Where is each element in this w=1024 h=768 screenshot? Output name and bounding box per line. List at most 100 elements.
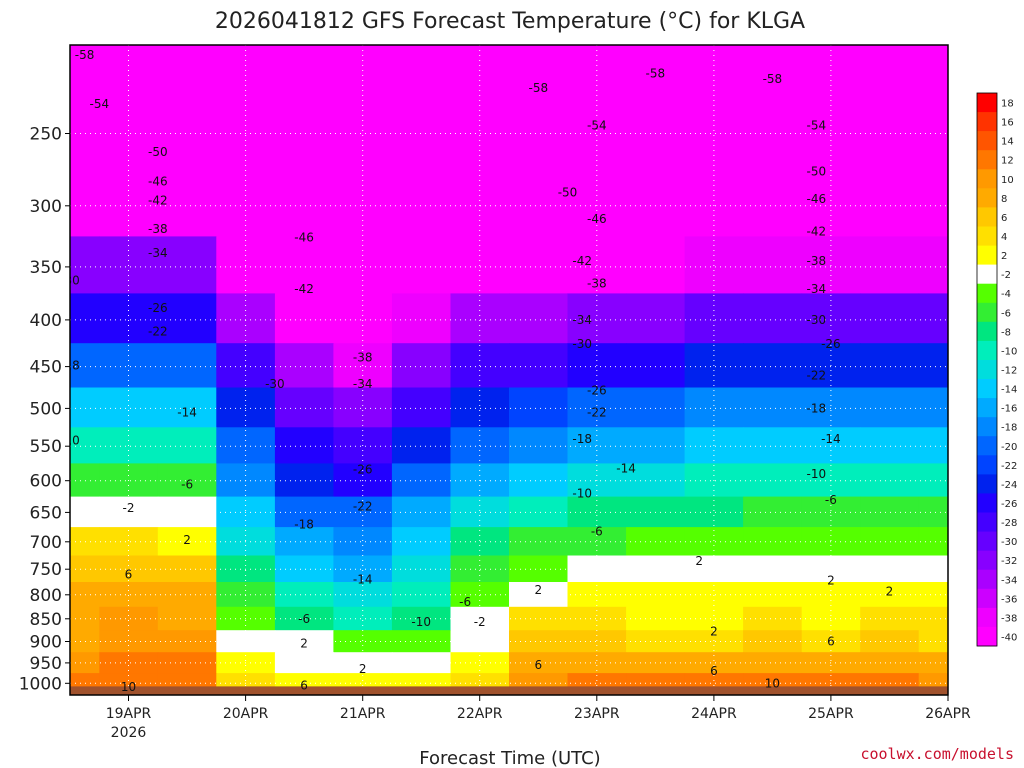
colorbar-swatch (977, 321, 997, 342)
x-tick-label: 23APR (574, 706, 620, 722)
heatmap-cell (509, 169, 568, 237)
heatmap-cell (391, 427, 451, 464)
heatmap-cell (274, 343, 334, 388)
heatmap-cell (333, 387, 393, 428)
heatmap-cell (509, 496, 568, 528)
colorbar-label: -26 (1001, 499, 1017, 510)
colorbar-swatch (977, 112, 997, 132)
x-tick-label: 19APR (106, 706, 152, 722)
heatmap-cell (99, 496, 159, 528)
contour-label: -46 (587, 212, 607, 226)
heatmap-cell (626, 45, 686, 171)
heatmap-cell (333, 45, 393, 171)
colorbar: 18 16 14 12 10 8 6 4 2 -2 -4 -6 -8 -10 -12 -14 -16 -18 -20… (976, 92, 1017, 647)
y-axis: 250 300 350 400 450 500 550 600 650 700 750 800 850 9… (19, 125, 70, 694)
contour-label: -14 (177, 405, 197, 419)
heatmap-cell (860, 387, 920, 428)
heatmap-cell (509, 293, 568, 344)
heatmap-cell (743, 463, 803, 497)
contour-label: -30 (806, 313, 826, 327)
heatmap-cell (801, 652, 861, 674)
heatmap-cell (274, 236, 334, 294)
contour-label: -22 (806, 368, 826, 382)
contour-label: -54 (587, 119, 607, 133)
colorbar-label: 8 (1001, 194, 1007, 205)
heatmap-cell (157, 527, 217, 556)
heatmap-cell (918, 169, 948, 237)
contour-label: 10 (765, 676, 780, 690)
contour-label: 2 (695, 554, 703, 568)
heatmap-cell (684, 555, 744, 583)
x-tick-label: 21APR (340, 706, 386, 722)
colorbar-label: 16 (1001, 118, 1014, 129)
heatmap-cell (567, 169, 627, 237)
colorbar-swatch (977, 436, 997, 456)
heatmap-cell (743, 45, 803, 171)
heatmap-cell (450, 387, 510, 428)
plot-frame (69, 44, 949, 696)
heatmap-cell (391, 496, 451, 528)
contour-label: -26 (148, 301, 168, 315)
contour-labels: -58-54-50-46-42-38-34-30-26-22-18-14-10-… (60, 48, 893, 694)
grid-lines (70, 45, 948, 695)
colorbar-label: 6 (1001, 213, 1007, 224)
colorbar-label: -14 (1001, 385, 1017, 396)
contour-label: -6 (181, 478, 193, 492)
colorbar-swatch (977, 417, 997, 437)
colorbar-swatch (977, 302, 997, 323)
heatmap-cell (860, 606, 920, 631)
heatmap-cell (743, 496, 803, 528)
colorbar-label: 14 (1001, 137, 1014, 148)
colorbar-label: 4 (1001, 232, 1007, 243)
heatmap-cell (918, 630, 948, 653)
contour-label: -10 (411, 615, 431, 629)
contour-label: 6 (710, 664, 718, 678)
heatmap-cell (157, 652, 217, 674)
heatmap-cell (70, 555, 100, 583)
heatmap-cell (743, 652, 803, 674)
heatmap-cell (274, 652, 334, 674)
contour-label: 2 (710, 625, 718, 639)
surface-fill (70, 686, 948, 695)
y-tick-label: 350 (30, 258, 62, 278)
heatmap-cell (216, 45, 276, 171)
y-tick-label: 600 (30, 472, 62, 492)
heatmap-cell (70, 582, 100, 608)
heatmap-cell (391, 236, 451, 294)
contour-label: -30 (60, 273, 80, 287)
contour-label: -26 (353, 462, 373, 476)
contour-label: -58 (763, 72, 783, 86)
heatmap-cell (157, 236, 217, 294)
contour-label: -54 (89, 97, 109, 111)
colorbar-swatch (977, 131, 997, 151)
heatmap-cell (157, 45, 217, 171)
heatmap-cell (509, 236, 568, 294)
heatmap-cell (509, 582, 568, 608)
x-tick-sublabel: 2026 (111, 725, 147, 741)
heatmap-cell (626, 236, 686, 294)
heatmap-cell (274, 387, 334, 428)
colorbar-swatch (977, 226, 997, 246)
colorbar-label: -8 (1001, 327, 1011, 338)
contour-label: -26 (821, 337, 841, 351)
colorbar-label: 2 (1001, 251, 1007, 262)
heatmap-cell (157, 343, 217, 388)
y-tick-label: 400 (30, 311, 62, 331)
colorbar-label: -12 (1001, 366, 1017, 377)
contour-label: 2 (534, 583, 542, 597)
contour-label: 2 (827, 574, 835, 588)
heatmap-cell (860, 630, 920, 653)
heatmap-cell (391, 343, 451, 388)
contour-label: -18 (806, 401, 826, 415)
heatmap-cell (274, 630, 334, 653)
surface-band (70, 686, 948, 695)
heatmap-cell (274, 169, 334, 237)
contour-label: -22 (587, 405, 607, 419)
heatmap-cell (626, 293, 686, 344)
heatmap-cell (450, 169, 510, 237)
colorbar-swatch (977, 150, 997, 170)
heatmap-cell (918, 427, 948, 464)
colorbar-label: -24 (1001, 480, 1017, 491)
heatmap-cell (70, 527, 100, 556)
colorbar-label: -32 (1001, 556, 1017, 567)
